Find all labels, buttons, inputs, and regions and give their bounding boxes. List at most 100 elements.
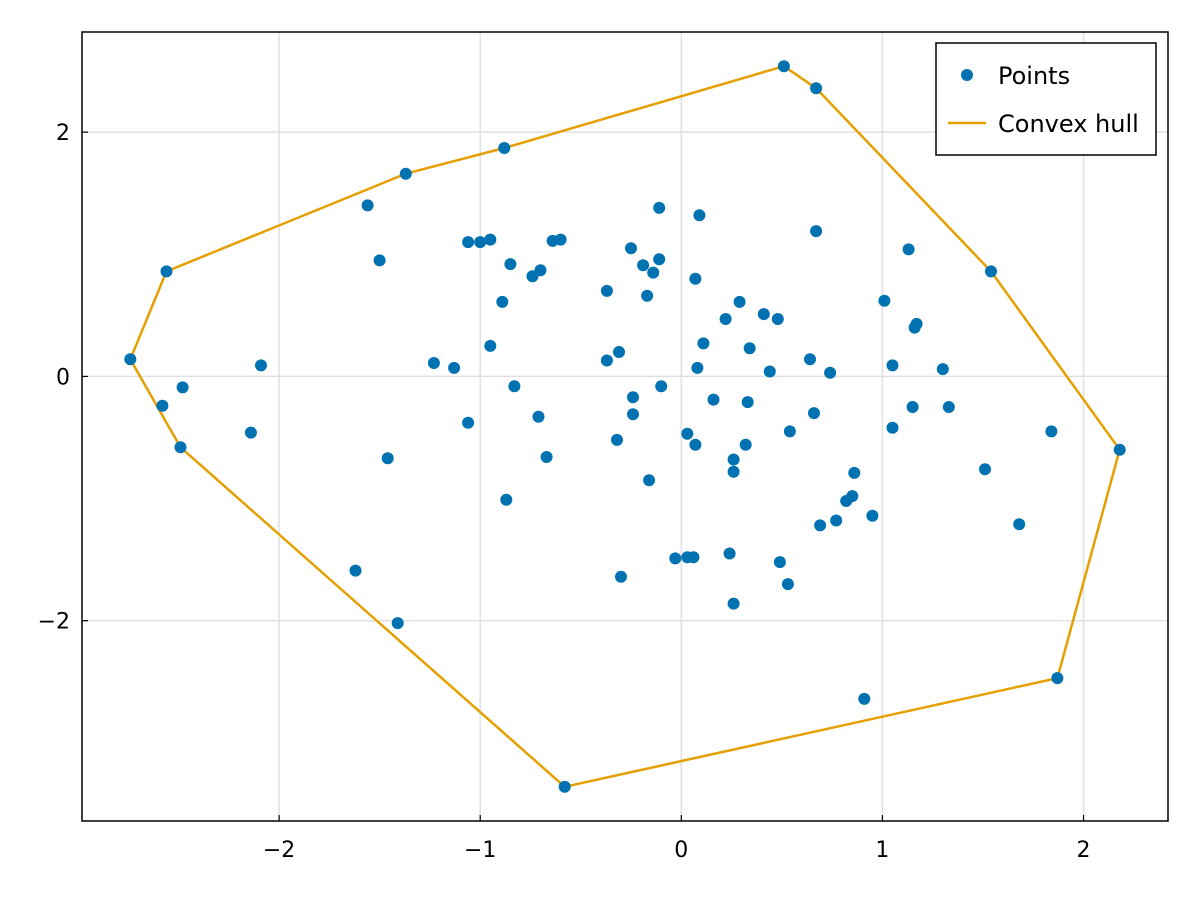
data-point: [689, 438, 702, 451]
data-point: [637, 259, 650, 272]
data-point: [156, 399, 169, 412]
data-point: [733, 295, 746, 308]
data-point: [484, 339, 497, 352]
data-point: [942, 401, 955, 413]
data-point: [783, 425, 796, 438]
data-point: [244, 426, 257, 439]
data-point: [373, 254, 386, 267]
data-point: [613, 346, 625, 358]
data-point: [773, 556, 786, 569]
data-point: [653, 253, 666, 266]
legend-points-marker: [961, 69, 973, 81]
data-point: [615, 570, 627, 583]
data-point: [532, 410, 545, 423]
data-point: [866, 509, 879, 522]
legend-box: [935, 42, 1157, 156]
data-point: [707, 393, 720, 406]
data-point: [448, 361, 461, 374]
data-point: [255, 359, 267, 372]
data-point: [727, 597, 740, 610]
x-tick-label: 2: [1077, 838, 1091, 863]
data-point: [902, 243, 915, 256]
data-point: [427, 357, 440, 369]
legend-points-label: Points: [998, 62, 1070, 90]
data-point: [697, 337, 710, 350]
points-layer: [124, 60, 1126, 793]
data-point: [848, 466, 861, 479]
data-point: [484, 233, 497, 246]
data-point: [399, 167, 412, 180]
data-point: [719, 313, 732, 325]
data-point: [474, 236, 487, 249]
data-point: [349, 564, 362, 577]
data-point: [878, 294, 891, 307]
data-point: [757, 308, 770, 321]
data-point: [979, 463, 991, 476]
data-point: [743, 342, 756, 355]
y-tick-label: −2: [38, 610, 70, 635]
data-point: [643, 474, 656, 487]
data-point: [824, 366, 837, 379]
data-point: [840, 495, 853, 507]
legend-hull-label: Convex hull: [998, 110, 1139, 138]
data-point: [540, 451, 553, 463]
data-point: [858, 692, 871, 705]
y-axis-ticks: −2 0 2: [38, 121, 88, 635]
data-point: [687, 551, 700, 564]
data-point: [554, 233, 567, 246]
data-point: [985, 265, 997, 278]
y-tick-label: 2: [56, 121, 70, 146]
data-point: [886, 359, 899, 372]
data-point: [681, 427, 694, 440]
data-point: [1113, 443, 1126, 456]
data-point: [381, 452, 394, 465]
data-point: [908, 321, 921, 334]
data-point: [508, 380, 521, 393]
data-point: [906, 401, 919, 413]
data-point: [500, 493, 513, 506]
x-tick-label: 0: [674, 838, 688, 863]
data-point: [504, 258, 517, 271]
data-point: [741, 396, 754, 409]
data-point: [653, 201, 666, 214]
data-point: [174, 441, 187, 454]
data-point: [462, 416, 475, 429]
data-point: [627, 391, 639, 404]
x-axis-ticks: −2 −1 0 1 2: [263, 815, 1091, 863]
data-point: [810, 82, 823, 95]
data-point: [727, 465, 740, 478]
data-point: [526, 270, 539, 283]
data-point: [600, 354, 613, 367]
data-point: [810, 225, 823, 238]
data-point: [777, 60, 790, 73]
data-point: [669, 552, 682, 565]
data-point: [361, 199, 374, 212]
data-point: [723, 547, 736, 560]
data-point: [625, 242, 637, 255]
data-point: [641, 289, 654, 302]
data-point: [781, 578, 794, 591]
data-point: [124, 353, 137, 366]
data-point: [808, 407, 820, 420]
data-point: [814, 519, 827, 532]
data-point: [655, 380, 668, 393]
data-point: [689, 272, 702, 285]
x-tick-label: −2: [263, 838, 295, 863]
data-point: [830, 514, 843, 527]
data-point: [771, 313, 784, 325]
data-point: [462, 236, 475, 249]
data-point: [886, 421, 899, 434]
data-point: [176, 381, 189, 394]
data-point: [1051, 672, 1064, 685]
x-tick-label: 1: [875, 838, 889, 863]
convex-hull-line: [129, 64, 1121, 789]
data-point: [627, 408, 639, 421]
x-tick-label: −1: [464, 838, 496, 863]
data-point: [739, 438, 752, 451]
data-point: [693, 209, 706, 222]
data-point: [763, 365, 776, 378]
legend: Points Convex hull: [935, 42, 1157, 156]
plot-frame: [81, 31, 1169, 822]
data-point: [1013, 518, 1026, 531]
